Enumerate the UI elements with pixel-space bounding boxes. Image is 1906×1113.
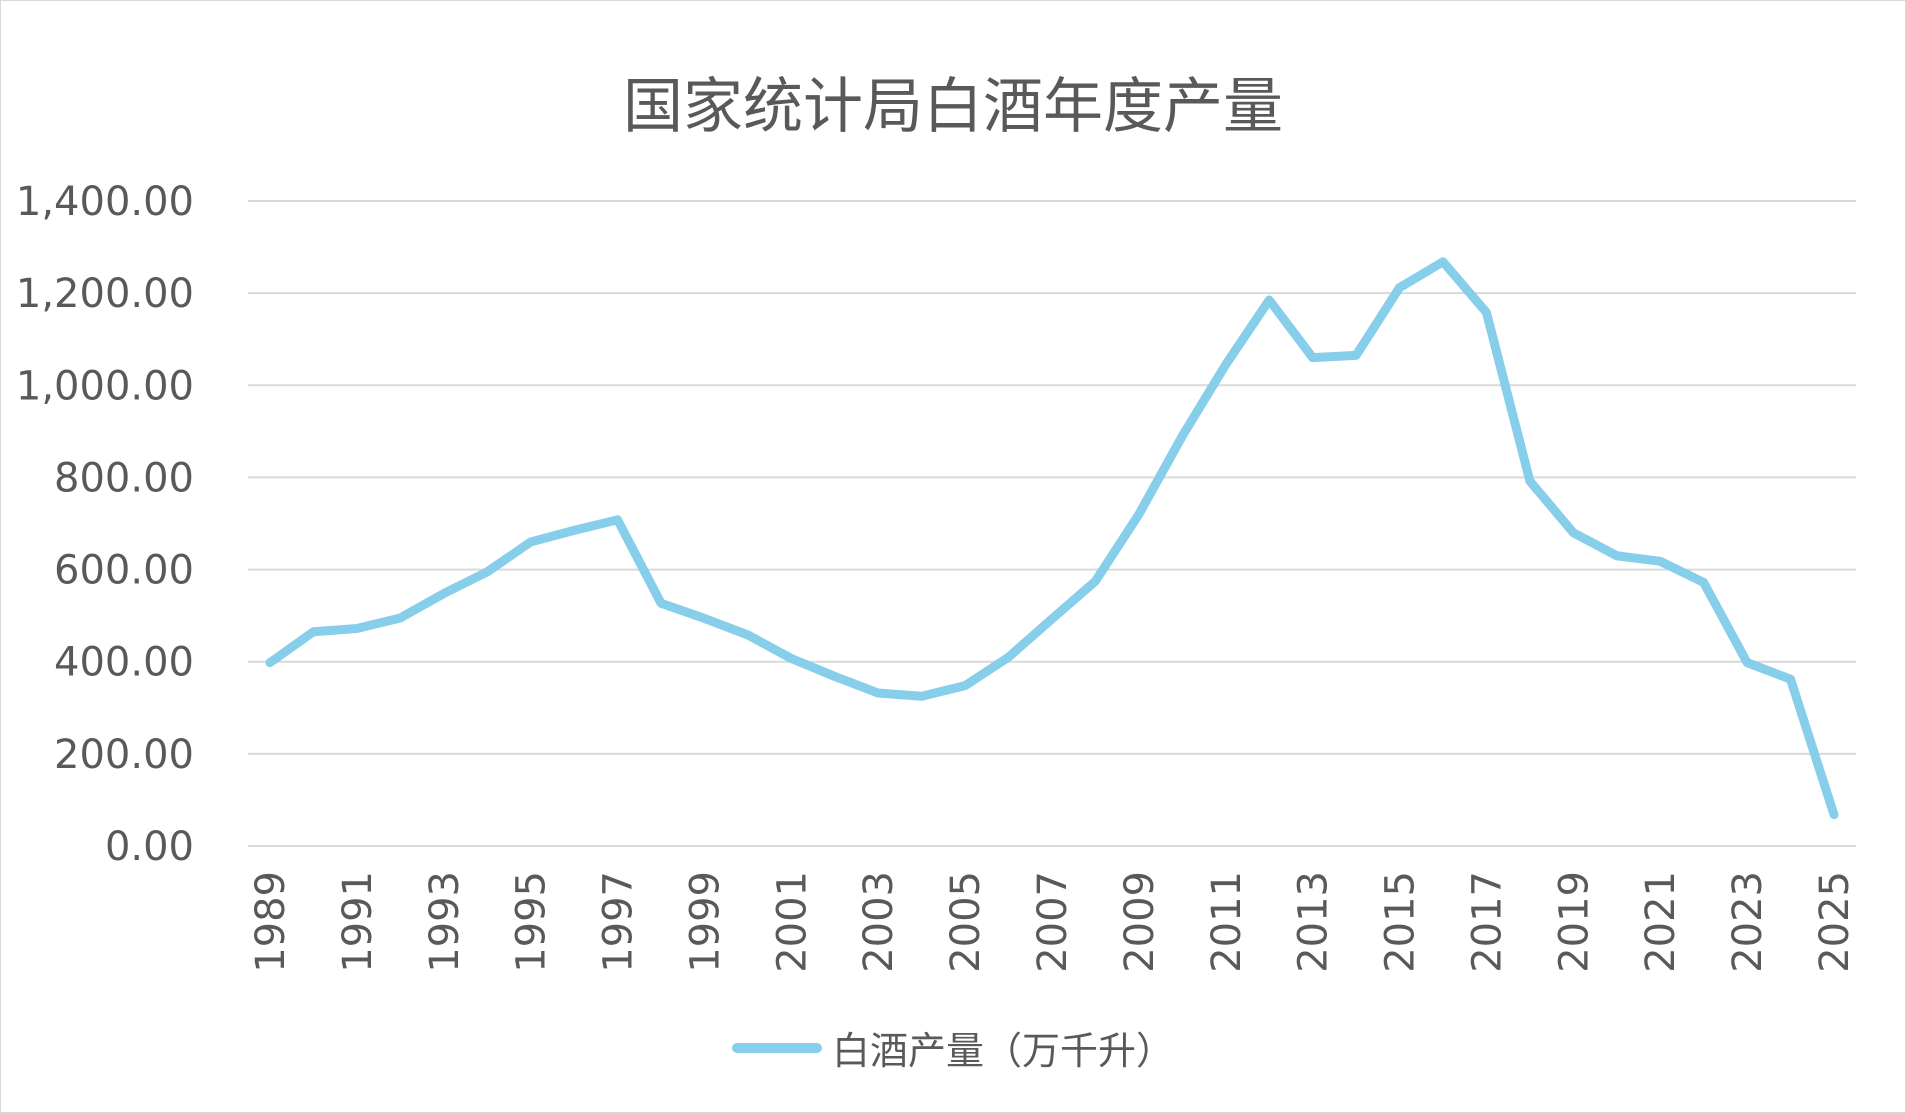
y-tick-label: 400.00 xyxy=(54,640,194,686)
x-tick-label: 1991 xyxy=(335,871,381,973)
y-tick-label: 1,000.00 xyxy=(16,363,194,409)
x-tick-label: 2017 xyxy=(1464,871,1510,973)
x-tick-label: 1999 xyxy=(682,871,728,973)
x-tick-label: 2009 xyxy=(1117,871,1163,973)
y-tick-label: 1,200.00 xyxy=(16,271,194,317)
y-tick-label: 800.00 xyxy=(54,455,194,501)
x-tick-label: 2023 xyxy=(1725,871,1771,973)
legend-line-swatch xyxy=(731,1042,822,1053)
x-tick-label: 1993 xyxy=(422,871,468,973)
x-tick-label: 2007 xyxy=(1030,871,1076,973)
y-tick-label: 200.00 xyxy=(54,732,194,778)
x-tick-label: 2001 xyxy=(769,871,815,973)
x-tick-label: 2005 xyxy=(943,871,989,973)
y-tick-label: 600.00 xyxy=(54,548,194,594)
x-tick-label: 2025 xyxy=(1812,871,1858,973)
x-tick-label: 2021 xyxy=(1638,871,1684,973)
x-tick-label: 2011 xyxy=(1204,871,1250,973)
x-tick-label: 1989 xyxy=(248,871,294,973)
legend: 白酒产量（万千升） xyxy=(0,1020,1906,1075)
y-tick-label: 0.00 xyxy=(105,824,194,870)
x-tick-label: 2019 xyxy=(1551,871,1597,973)
x-tick-label: 1997 xyxy=(596,871,642,973)
x-tick-label: 2015 xyxy=(1378,871,1424,973)
y-tick-label: 1,400.00 xyxy=(16,179,194,225)
x-tick-label: 2003 xyxy=(856,871,902,973)
x-tick-label: 2013 xyxy=(1291,871,1337,973)
legend-label: 白酒产量（万千升） xyxy=(831,1029,1174,1073)
x-tick-label: 1995 xyxy=(509,871,555,973)
chart-title: 国家统计局白酒年度产量 xyxy=(623,72,1283,142)
series-line xyxy=(265,257,1839,820)
